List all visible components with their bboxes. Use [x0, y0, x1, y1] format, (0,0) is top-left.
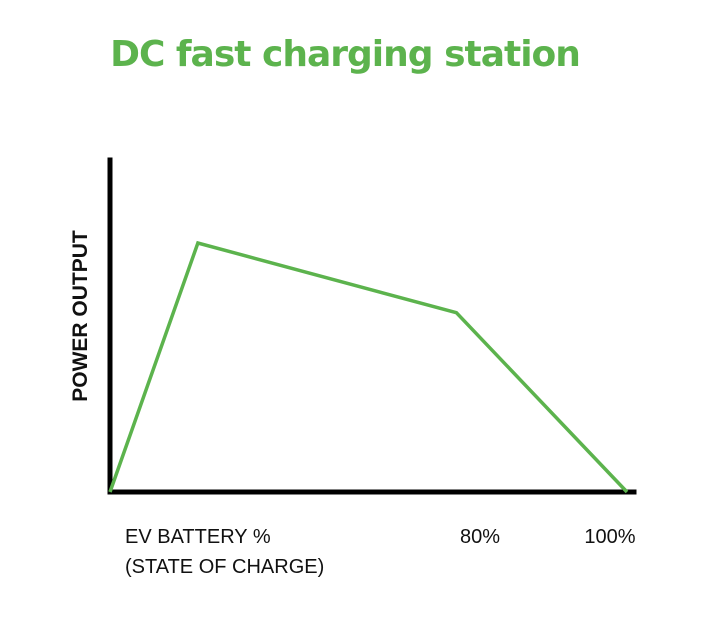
chart-title: DC fast charging station	[110, 34, 581, 75]
x-tick-80: 80%	[459, 526, 501, 548]
power-output-curve	[108, 240, 629, 494]
x-axis-label: EV BATTERY % (STATE OF CHARGE)	[125, 522, 324, 582]
x-axis-label-line-2: (STATE OF CHARGE)	[125, 556, 325, 578]
x-tick-100: 100%	[584, 526, 636, 548]
y-axis-label: POWER OUTPUT	[69, 230, 92, 402]
x-axis-label-line-1: EV BATTERY %	[125, 526, 271, 548]
